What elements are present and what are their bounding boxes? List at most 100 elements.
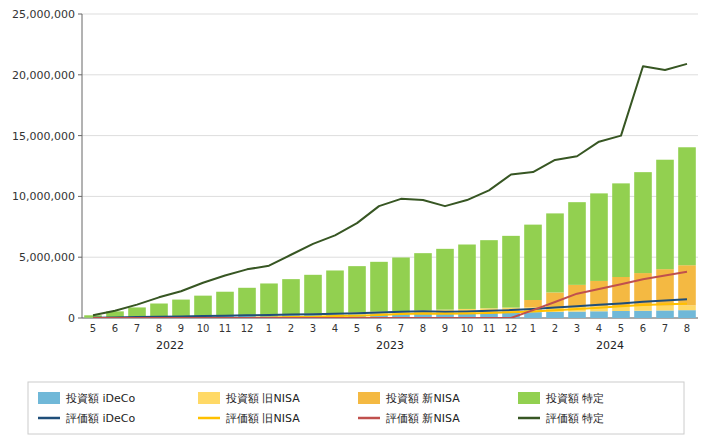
grid-line	[82, 135, 698, 136]
x-tick-label: 10	[197, 323, 210, 334]
line	[93, 272, 687, 318]
bar	[392, 257, 410, 311]
legend-label: 投資額 旧NISA	[225, 392, 300, 405]
y-tick-label: 25,000,000	[12, 8, 75, 21]
bar	[238, 288, 256, 316]
legend-swatch	[358, 417, 380, 420]
y-tick-label: 10,000,000	[12, 190, 75, 203]
bar	[194, 296, 212, 317]
bar	[502, 236, 520, 308]
x-tick-label: 8	[420, 323, 426, 334]
year-label: 2024	[596, 339, 624, 352]
x-tick-label: 5	[354, 323, 360, 334]
tick-mark	[78, 257, 82, 258]
bar	[172, 300, 190, 317]
legend-label: 投資額 新NISA	[385, 392, 460, 405]
grid-line	[82, 74, 698, 75]
bar	[128, 307, 146, 317]
bar	[678, 310, 696, 318]
bar	[326, 270, 344, 313]
legend-swatch	[358, 392, 380, 404]
bar	[436, 249, 454, 310]
line	[93, 304, 687, 318]
x-tick-label: 2	[288, 323, 294, 334]
bar	[370, 262, 388, 312]
legend-label: 投資額 iDeCo	[65, 392, 135, 405]
grid-line	[82, 14, 698, 15]
legend-swatch	[38, 392, 60, 404]
x-tick-label: 12	[241, 323, 254, 334]
bar	[612, 311, 630, 318]
legend-label: 評価額 新NISA	[386, 412, 460, 425]
x-tick-label: 5	[90, 323, 96, 334]
x-tick-label: 2	[552, 323, 558, 334]
bar	[656, 310, 674, 318]
tick-mark	[78, 196, 82, 197]
bar	[568, 202, 586, 285]
bar	[546, 312, 564, 318]
bar	[524, 300, 542, 307]
year-label: 2022	[156, 339, 184, 352]
bar	[260, 283, 278, 315]
legend-label: 評価額 旧NISA	[226, 412, 300, 425]
x-tick-label: 8	[684, 323, 690, 334]
bar	[656, 306, 674, 311]
bar	[612, 183, 630, 277]
x-tick-label: 9	[178, 323, 184, 334]
legend-swatch	[38, 417, 60, 420]
tick-mark	[78, 74, 82, 75]
bar	[480, 240, 498, 308]
x-tick-label: 9	[442, 323, 448, 334]
bar	[634, 306, 652, 311]
y-axis-line	[82, 14, 83, 318]
legend-label: 評価額 iDeCo	[66, 412, 135, 425]
tick-mark	[78, 318, 82, 319]
legend-swatch	[198, 417, 220, 420]
tick-mark	[78, 135, 82, 136]
bar	[590, 281, 608, 307]
x-tick-label: 4	[332, 323, 338, 334]
axes: 05,000,00010,000,00015,000,00020,000,000…	[12, 8, 698, 352]
chart-container: 05,000,00010,000,00015,000,00020,000,000…	[0, 0, 712, 442]
chart-svg: 05,000,00010,000,00015,000,00020,000,000…	[0, 0, 712, 442]
bar	[634, 172, 652, 273]
legend: 投資額 iDeCo 投資額 旧NISA 投資額 新NISA 投資額 特定評価額 iDe…	[28, 382, 684, 434]
bar	[678, 147, 696, 265]
x-tick-label: 11	[219, 323, 232, 334]
x-tick-label: 11	[483, 323, 496, 334]
x-tick-label: 10	[461, 323, 474, 334]
bar	[590, 193, 608, 281]
bar	[458, 245, 476, 309]
line	[93, 299, 687, 318]
x-tick-label: 1	[266, 323, 272, 334]
x-tick-label: 5	[618, 323, 624, 334]
bar	[590, 311, 608, 318]
x-tick-label: 1	[530, 323, 536, 334]
bar	[546, 213, 564, 292]
bar	[678, 305, 696, 310]
x-tick-label: 7	[398, 323, 404, 334]
x-tick-label: 6	[376, 323, 382, 334]
legend-swatch	[518, 417, 540, 420]
plot-area	[84, 64, 696, 318]
x-tick-label: 4	[596, 323, 602, 334]
bar	[150, 304, 168, 317]
bar	[634, 311, 652, 318]
legend-label: 投資額 特定	[545, 392, 605, 405]
grid	[82, 14, 698, 318]
y-tick-label: 5,000,000	[19, 251, 75, 264]
y-tick-label: 15,000,000	[12, 130, 75, 143]
line	[93, 64, 687, 315]
x-tick-label: 8	[156, 323, 162, 334]
y-tick-label: 20,000,000	[12, 69, 75, 82]
x-tick-label: 7	[134, 323, 140, 334]
x-tick-label: 6	[112, 323, 118, 334]
x-tick-label: 7	[662, 323, 668, 334]
x-tick-label: 3	[574, 323, 580, 334]
bar	[216, 292, 234, 316]
tick-mark	[78, 14, 82, 15]
legend-label: 評価額 特定	[546, 412, 605, 425]
bar	[568, 312, 586, 318]
bar	[612, 277, 630, 306]
year-label: 2023	[376, 339, 404, 352]
